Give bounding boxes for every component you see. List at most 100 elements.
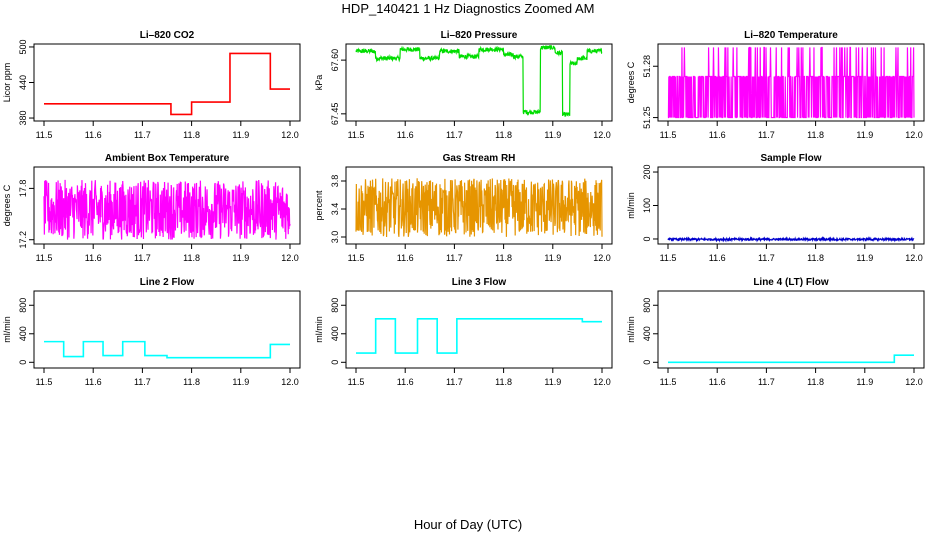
x-tick-label: 11.6 [709, 377, 726, 387]
x-tick-label: 11.7 [446, 130, 463, 140]
plot-frame [33, 43, 301, 122]
x-tick-label: 11.6 [85, 377, 102, 387]
x-tick-label: 12.0 [593, 253, 611, 263]
x-tick-label: 11.6 [709, 130, 726, 140]
x-tick-label: 11.7 [758, 253, 775, 263]
x-tick-label: 11.6 [397, 253, 414, 263]
y-tick-label: 380 [18, 111, 28, 126]
x-tick-label: 12.0 [281, 130, 299, 140]
x-tick-label: 11.9 [544, 377, 561, 387]
y-tick-label: 800 [642, 298, 652, 313]
x-tick-label: 11.9 [544, 130, 561, 140]
chart-title: Line 2 Flow [140, 277, 195, 288]
x-tick-label: 12.0 [281, 253, 299, 263]
chart-title: Gas Stream RH [443, 153, 516, 164]
y-tick-label: 17.2 [18, 231, 28, 249]
chart-title: Ambient Box Temperature [105, 153, 230, 164]
x-tick-label: 11.9 [856, 377, 873, 387]
x-tick-label: 11.5 [36, 253, 53, 263]
y-tick-label: 3.0 [330, 231, 340, 244]
x-tick-label: 11.5 [36, 130, 53, 140]
y-tick-label: 800 [18, 298, 28, 313]
y-tick-label: 400 [642, 326, 652, 341]
y-tick-label: 67.45 [330, 103, 340, 126]
x-tick-label: 11.9 [232, 253, 249, 263]
y-axis-label: ml/min [626, 316, 636, 343]
x-tick-label: 11.8 [807, 377, 824, 387]
chart-panel: Li–820 CO2 Licor ppm 11.5 11.6 11.7 11.8 11.9 1… [2, 30, 301, 140]
x-tick-label: 11.5 [660, 130, 677, 140]
y-tick-label: 200 [642, 165, 652, 180]
y-tick-label: 800 [330, 298, 340, 313]
plot-frame [345, 166, 613, 245]
y-axis-label: ml/min [626, 192, 636, 219]
chart-panel: Line 2 Flow ml/min 11.5 11.6 11.7 11.8 11.9 12.… [2, 277, 301, 387]
x-tick-label: 11.5 [36, 377, 53, 387]
x-tick-label: 11.7 [758, 130, 775, 140]
data-series-line [355, 178, 603, 237]
plot-frame [657, 290, 925, 369]
x-tick-label: 11.8 [495, 130, 512, 140]
y-axis-label: degrees C [2, 184, 12, 226]
x-tick-label: 11.9 [856, 253, 873, 263]
x-tick-label: 11.8 [183, 253, 200, 263]
chart-panel: Li–820 Temperature degrees C 11.5 11.6 11.7 1… [626, 30, 925, 140]
plot-frame [345, 290, 613, 369]
plot-frame [657, 166, 925, 245]
x-tick-label: 11.5 [660, 377, 677, 387]
x-tick-label: 11.7 [758, 377, 775, 387]
data-series-line [668, 354, 914, 364]
data-series-line [356, 318, 602, 354]
y-axis-label: ml/min [2, 316, 12, 343]
chart-title: Li–820 Temperature [744, 30, 838, 41]
x-tick-label: 11.7 [446, 253, 463, 263]
x-tick-label: 12.0 [593, 130, 611, 140]
x-tick-label: 11.5 [348, 253, 365, 263]
y-tick-label: 400 [330, 326, 340, 341]
x-tick-label: 11.8 [807, 253, 824, 263]
x-tick-label: 11.8 [495, 253, 512, 263]
plot-frame [33, 290, 301, 369]
x-tick-label: 11.8 [807, 130, 824, 140]
data-series-line [44, 340, 290, 359]
y-tick-label: 51.25 [642, 106, 652, 129]
plot-frame [657, 43, 925, 122]
chart-title: Li–820 CO2 [140, 30, 195, 41]
x-axis-label: Hour of Day (UTC) [413, 517, 523, 532]
x-tick-label: 11.9 [544, 253, 561, 263]
y-tick-label: 0 [18, 360, 28, 365]
x-tick-label: 11.9 [856, 130, 873, 140]
y-tick-label: 0 [642, 360, 652, 365]
chart-title: Sample Flow [760, 153, 821, 164]
chart-panel: Gas Stream RH percent 11.5 11.6 11.7 11.8 11.9… [314, 153, 613, 263]
x-tick-label: 11.8 [183, 377, 200, 387]
x-tick-label: 11.6 [397, 377, 414, 387]
x-tick-label: 11.6 [709, 253, 726, 263]
y-axis-label: kPa [314, 75, 324, 91]
plot-frame [33, 166, 301, 245]
x-tick-label: 11.9 [232, 130, 249, 140]
y-tick-label: 0 [330, 360, 340, 365]
y-tick-label: 17.8 [18, 180, 28, 198]
page-title: HDP_140421 1 Hz Diagnostics Zoomed AM [341, 1, 595, 16]
chart-panel: Line 3 Flow ml/min 11.5 11.6 11.7 11.8 11.9 12.… [314, 277, 613, 387]
y-axis-label: ml/min [314, 316, 324, 343]
y-tick-label: 100 [642, 198, 652, 213]
x-tick-label: 11.6 [85, 253, 102, 263]
chart-panel: Line 4 (LT) Flow ml/min 11.5 11.6 11.7 11.8 11… [626, 277, 925, 387]
chart-panel: Ambient Box Temperature degrees C 11.5 11.6… [2, 153, 301, 263]
x-tick-label: 12.0 [905, 253, 923, 263]
y-tick-label: 67.60 [330, 49, 340, 72]
data-series-line [43, 179, 291, 240]
x-tick-label: 11.8 [183, 130, 200, 140]
y-tick-label: 500 [18, 39, 28, 54]
x-tick-label: 11.7 [134, 130, 151, 140]
x-tick-label: 11.8 [495, 377, 512, 387]
y-axis-label: percent [314, 190, 324, 221]
chart-panel: Li–820 Pressure kPa 11.5 11.6 11.7 11.8 11.9 12… [314, 30, 613, 140]
chart-title: Li–820 Pressure [441, 30, 518, 41]
y-tick-label: 0 [642, 236, 652, 241]
y-tick-label: 400 [18, 326, 28, 341]
data-series-line [44, 52, 290, 116]
